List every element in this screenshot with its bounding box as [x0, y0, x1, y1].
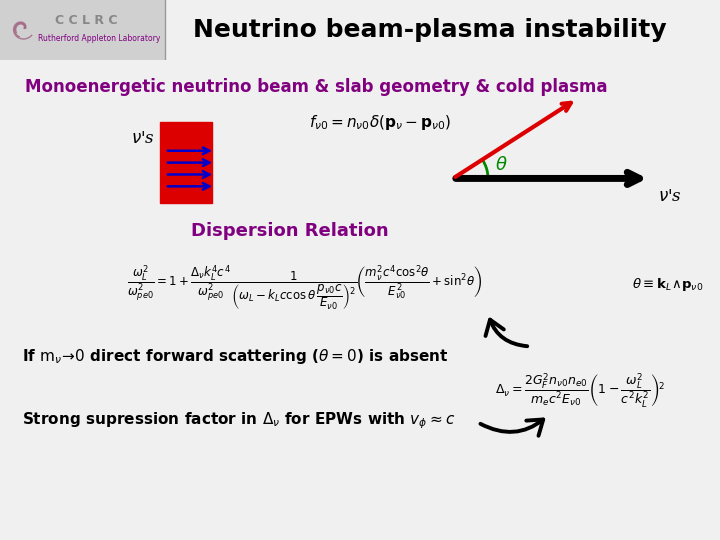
Text: $\nu$'s: $\nu$'s [658, 188, 682, 205]
Text: $\nu$'s: $\nu$'s [131, 130, 155, 147]
Text: $\theta \equiv \mathbf{k}_L\!\wedge\!\mathbf{p}_{\nu 0}$: $\theta \equiv \mathbf{k}_L\!\wedge\!\ma… [632, 275, 703, 293]
Text: $\Delta_\nu = \dfrac{2G_F^2 n_{\nu0} n_{e0}}{m_e c^2 E_{\nu0}}\left(1 - \dfrac{\: $\Delta_\nu = \dfrac{2G_F^2 n_{\nu0} n_{… [495, 372, 665, 410]
Text: C C L R C: C C L R C [55, 14, 117, 26]
FancyArrowPatch shape [480, 420, 543, 436]
FancyArrowPatch shape [485, 320, 527, 346]
Bar [0, 0, 165, 60]
Bar [160, 122, 212, 203]
Text: $f_{\nu 0} = n_{\nu 0}\delta(\mathbf{p}_{\nu} - \mathbf{p}_{\nu 0})$: $f_{\nu 0} = n_{\nu 0}\delta(\mathbf{p}_… [309, 113, 451, 132]
Text: Dispersion Relation: Dispersion Relation [192, 222, 389, 240]
Text: Strong supression factor in $\Delta_\nu$ for EPWs with $v_\phi \approx c$: Strong supression factor in $\Delta_\nu$… [22, 410, 455, 431]
Text: Rutherford Appleton Laboratory: Rutherford Appleton Laboratory [38, 34, 161, 43]
Text: $\dfrac{\omega_L^2}{\omega_{pe0}^2} = 1 + \dfrac{\Delta_\nu k_L^4 c^4}{\omega_{p: $\dfrac{\omega_L^2}{\omega_{pe0}^2} = 1 … [127, 263, 482, 312]
Text: If $\mathrm{m}_\nu\!\rightarrow\!0$ direct forward scattering ($\theta = 0$) is : If $\mathrm{m}_\nu\!\rightarrow\!0$ dire… [22, 347, 449, 366]
Text: $\theta$: $\theta$ [495, 156, 508, 173]
Text: Monoenergetic neutrino beam & slab geometry & cold plasma: Monoenergetic neutrino beam & slab geome… [25, 78, 608, 96]
Text: Neutrino beam-plasma instability: Neutrino beam-plasma instability [193, 18, 667, 42]
